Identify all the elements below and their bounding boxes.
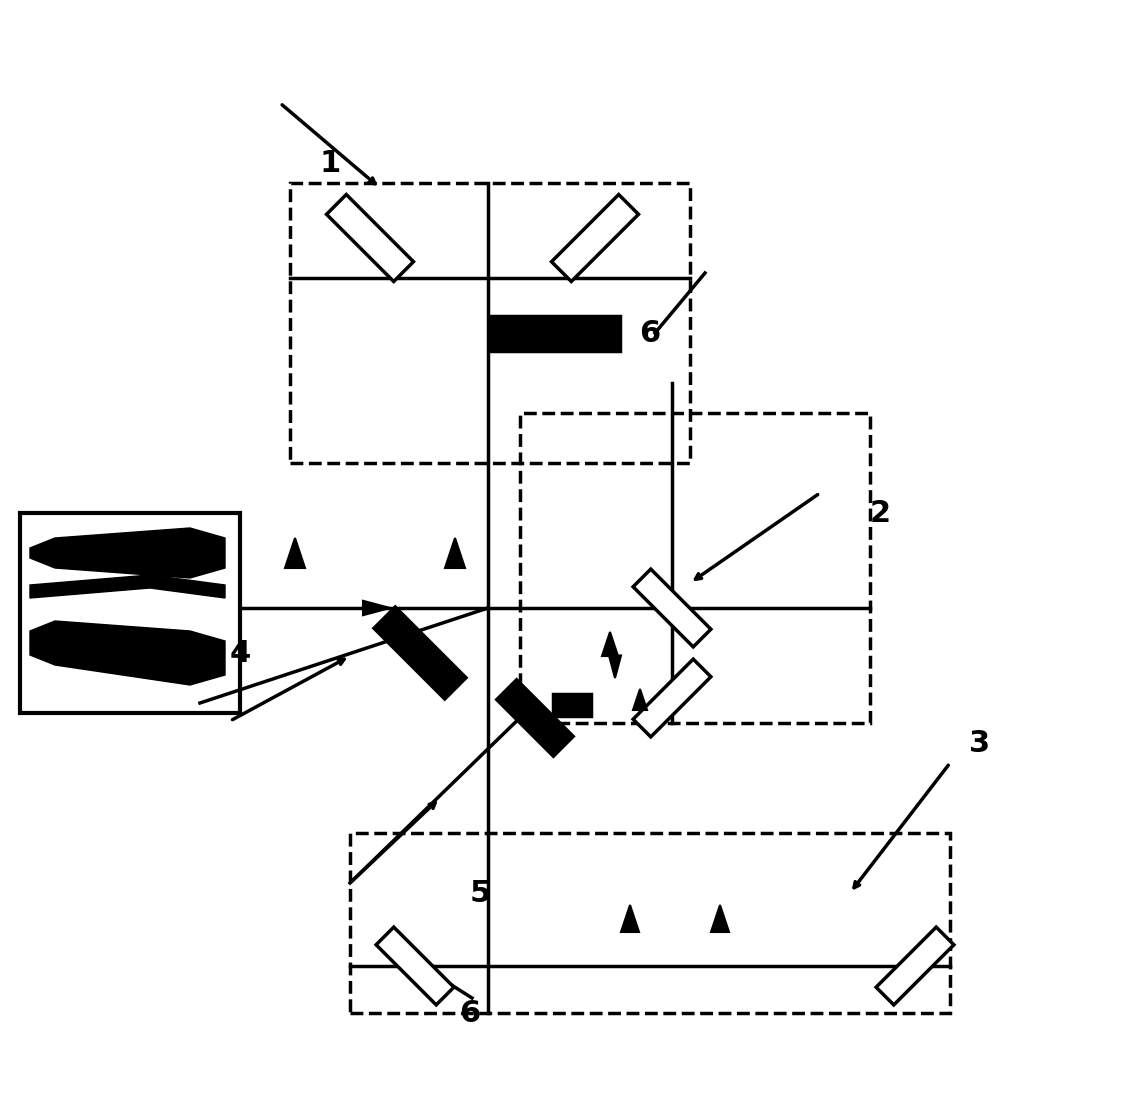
Polygon shape	[633, 569, 710, 647]
Polygon shape	[30, 575, 225, 598]
Polygon shape	[551, 195, 638, 282]
Polygon shape	[609, 656, 621, 678]
Bar	[19, 513, 240, 713]
Polygon shape	[30, 528, 225, 578]
Text: 5: 5	[469, 879, 491, 907]
Polygon shape	[363, 601, 390, 615]
Polygon shape	[445, 538, 464, 568]
Polygon shape	[30, 621, 225, 685]
Bar	[521, 413, 869, 722]
Polygon shape	[374, 607, 466, 698]
Polygon shape	[496, 680, 573, 756]
Polygon shape	[712, 905, 729, 932]
Polygon shape	[490, 316, 620, 351]
Text: 4: 4	[230, 638, 251, 668]
Polygon shape	[876, 927, 954, 1004]
Bar	[289, 183, 690, 463]
Polygon shape	[633, 689, 648, 710]
Text: 1: 1	[319, 149, 341, 177]
Text: 3: 3	[969, 729, 991, 757]
Text: 6: 6	[639, 318, 660, 348]
Text: 6: 6	[460, 999, 480, 1027]
Bar	[350, 833, 950, 1013]
Text: 2: 2	[869, 498, 890, 528]
Polygon shape	[602, 632, 618, 656]
Polygon shape	[553, 694, 591, 716]
Polygon shape	[621, 905, 639, 932]
Polygon shape	[633, 659, 710, 737]
Polygon shape	[376, 927, 454, 1004]
Polygon shape	[285, 538, 305, 568]
Polygon shape	[326, 195, 413, 282]
